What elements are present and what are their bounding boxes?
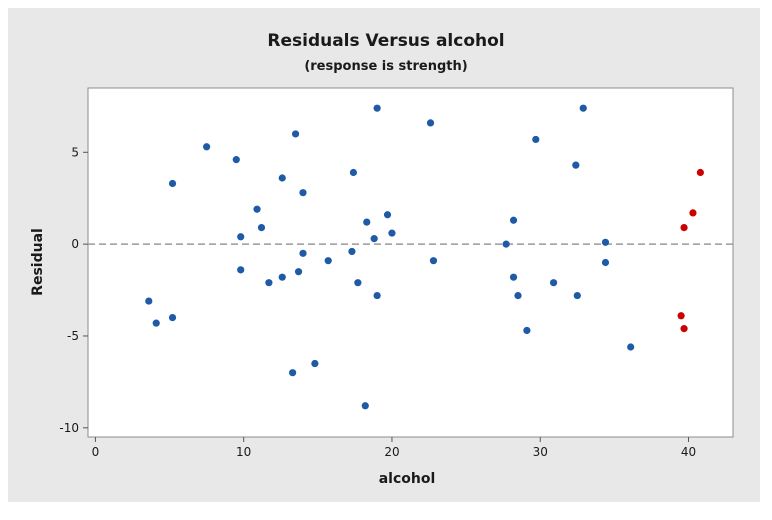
residual-point — [349, 168, 358, 177]
residual-point — [203, 143, 211, 151]
residual-point — [601, 238, 610, 246]
residual-point — [373, 104, 381, 112]
residual-point — [509, 273, 518, 281]
residual-point — [237, 266, 245, 274]
residual-point — [294, 268, 303, 276]
plot-area — [87, 87, 734, 438]
residual-point — [291, 130, 300, 138]
residual-point — [354, 279, 362, 287]
x-tick-label: 20 — [384, 445, 399, 459]
residual-point — [509, 216, 518, 224]
highlighted-residual-point — [677, 312, 685, 320]
residual-point — [232, 156, 240, 164]
residual-point — [265, 279, 273, 287]
residual-point — [373, 291, 381, 300]
residual-point — [152, 319, 160, 327]
residual-point — [523, 326, 531, 335]
y-tick-label: 5 — [71, 145, 79, 159]
residual-point — [289, 369, 297, 377]
residual-point — [573, 291, 581, 300]
residual-point — [627, 343, 635, 351]
residual-point — [324, 257, 332, 265]
chart-subtitle: (response is strength) — [304, 59, 467, 74]
y-axis-label: Residual — [30, 228, 46, 296]
residual-point — [278, 174, 286, 182]
y-tick-label: -10 — [59, 421, 79, 435]
residual-point — [253, 205, 261, 213]
residual-point — [532, 135, 540, 144]
residual-point — [348, 247, 356, 256]
highlighted-residual-point — [680, 325, 688, 333]
residual-point — [502, 240, 510, 248]
x-tick-label: 0 — [92, 445, 100, 459]
residual-point — [370, 235, 378, 243]
y-axis-ticks: -10 -5 0 5 — [59, 145, 88, 435]
x-axis-label: alcohol — [379, 471, 436, 487]
x-tick-label: 40 — [681, 445, 696, 459]
highlighted-residual-point — [696, 168, 704, 177]
residual-point — [257, 224, 266, 232]
residual-point — [579, 104, 587, 112]
residual-point — [383, 211, 392, 219]
data-points — [145, 104, 704, 410]
residual-point — [311, 359, 319, 368]
residual-point — [572, 161, 580, 169]
residual-point — [299, 249, 307, 257]
residual-point — [429, 257, 438, 265]
residual-point — [168, 314, 177, 322]
x-tick-label: 30 — [533, 445, 548, 459]
chart-title: Residuals Versus alcohol — [267, 31, 504, 51]
residual-point — [237, 233, 245, 241]
highlighted-residual-point — [689, 209, 697, 217]
highlighted-residual-point — [680, 224, 688, 232]
residual-point — [145, 297, 153, 305]
residual-point — [549, 279, 558, 287]
residual-point — [388, 229, 396, 237]
y-tick-label: 0 — [71, 237, 79, 251]
residual-point — [363, 218, 371, 226]
residual-point — [601, 258, 610, 267]
residual-point — [514, 291, 522, 300]
residual-point — [361, 402, 369, 410]
residual-point — [278, 273, 286, 281]
residual-point — [299, 189, 307, 197]
y-tick-label: -5 — [67, 329, 79, 343]
x-tick-label: 10 — [236, 445, 251, 459]
x-axis-ticks: 0 10 20 30 40 — [92, 437, 696, 459]
residual-point — [168, 179, 177, 188]
residual-point — [426, 119, 435, 127]
